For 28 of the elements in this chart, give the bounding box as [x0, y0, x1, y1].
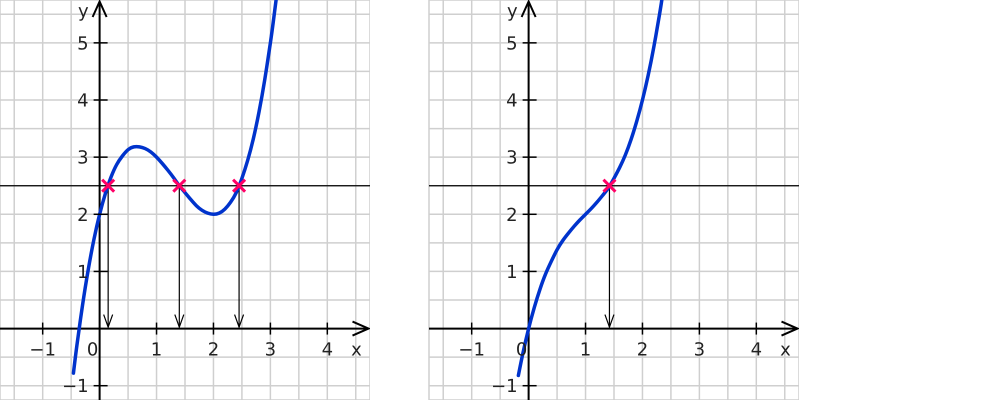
x-tick-label: 2 [636, 340, 648, 361]
y-tick-label: 1 [506, 262, 518, 283]
y-tick-label: −1 [491, 376, 518, 398]
x-tick-label: 1 [580, 340, 592, 361]
y-tick-label: 5 [77, 33, 89, 54]
x-tick-label: 0 [86, 340, 98, 361]
x-tick-label: 4 [322, 340, 334, 361]
line-series [516, 0, 664, 378]
y-axis-title: y [78, 1, 89, 22]
x-tick-label: 4 [750, 340, 762, 361]
y-tick-label: 3 [77, 148, 89, 169]
x-tick-label: 3 [264, 340, 276, 361]
x-tick-label: 3 [694, 340, 706, 361]
y-tick-label: 4 [77, 90, 89, 112]
x-tick-label: −1 [29, 340, 56, 361]
line-series [72, 0, 278, 375]
y-tick-label: 5 [506, 33, 518, 54]
y-tick-label: 2 [77, 204, 89, 226]
x-axis-title: x [780, 340, 792, 361]
x-tick-label: 1 [150, 340, 162, 361]
x-tick-label: 2 [208, 340, 220, 361]
y-axis-title: y [506, 1, 518, 22]
y-tick-label: 4 [506, 90, 518, 112]
x-axis-title: x [351, 340, 362, 361]
y-tick-label: 2 [506, 204, 518, 226]
y-tick-label: −1 [62, 376, 89, 398]
y-tick-label: 3 [506, 148, 518, 169]
x-tick-label: −1 [458, 340, 485, 361]
